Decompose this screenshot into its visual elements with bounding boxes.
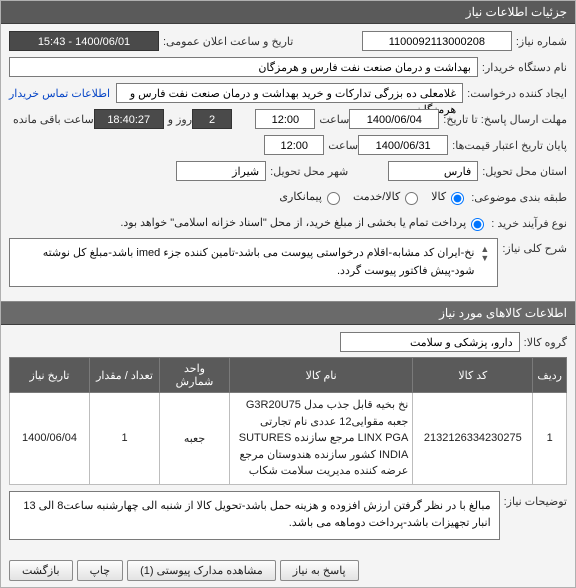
announce-label: تاریخ و ساعت اعلان عمومی: bbox=[163, 35, 293, 48]
class-contract-radio[interactable] bbox=[327, 192, 340, 205]
cell-qty: 1 bbox=[90, 393, 160, 485]
deadline-date: 1400/06/04 bbox=[349, 109, 439, 129]
group-label: گروه کالا: bbox=[524, 336, 567, 349]
items-section-header: اطلاعات کالاهای مورد نیاز bbox=[1, 301, 575, 325]
class-contract-option[interactable]: پیمانکاری bbox=[279, 189, 343, 205]
cell-unit: جعبه bbox=[160, 393, 230, 485]
buyer-value: بهداشت و درمان صنعت نفت فارس و هرمزگان bbox=[9, 57, 478, 77]
need-details-panel: جزئیات اطلاعات نیاز شماره نیاز: 11000921… bbox=[0, 0, 576, 588]
items-table: ردیف کد کالا نام کالا واحد شمارش تعداد /… bbox=[9, 357, 567, 485]
remain-tail-label: ساعت باقی مانده bbox=[13, 113, 94, 126]
valid-time: 12:00 bbox=[264, 135, 324, 155]
panel-title: جزئیات اطلاعات نیاز bbox=[466, 5, 567, 19]
col-date: تاریخ نیاز bbox=[10, 358, 90, 393]
table-row[interactable]: 1 2132126334230275 نخ بخیه قابل جذب مدل … bbox=[10, 393, 567, 485]
panel-header: جزئیات اطلاعات نیاز bbox=[1, 1, 575, 24]
buy-proc-note: پرداخت تمام یا بخشی از مبلغ خرید، از محل… bbox=[120, 217, 466, 229]
class-label: طبقه بندی موضوعی: bbox=[471, 191, 567, 204]
need-no-label: شماره نیاز: bbox=[516, 35, 567, 48]
class-goods-option[interactable]: کالا bbox=[431, 189, 467, 205]
buy-proc-option[interactable]: پرداخت تمام یا بخشی از مبلغ خرید، از محل… bbox=[120, 215, 487, 231]
back-button[interactable]: بازگشت bbox=[9, 560, 73, 581]
class-goods-label: کالا bbox=[431, 191, 446, 203]
deadline-time-label: ساعت bbox=[319, 113, 349, 126]
col-unit: واحد شمارش bbox=[160, 358, 230, 393]
class-goods-radio[interactable] bbox=[451, 192, 464, 205]
col-name: نام کالا bbox=[230, 358, 413, 393]
city-value: شیراز bbox=[176, 161, 266, 181]
buyer-label: نام دستگاه خریدار: bbox=[482, 61, 567, 74]
announce-value: 1400/06/01 - 15:43 bbox=[9, 31, 159, 51]
buyer-contact-link[interactable]: اطلاعات تماس خریدار bbox=[9, 87, 110, 100]
notes-label: توضیحات نیاز: bbox=[504, 491, 567, 508]
form-area: شماره نیاز: 1100092113000208 تاریخ و ساع… bbox=[1, 24, 575, 301]
cell-code: 2132126334230275 bbox=[413, 393, 533, 485]
desc-box: ▲ ▼ نخ-ایران کد مشابه-اقلام درخواستی پیو… bbox=[9, 238, 498, 287]
city-label: شهر محل تحویل: bbox=[270, 165, 348, 178]
valid-time-label: ساعت bbox=[328, 139, 358, 152]
need-no-value: 1100092113000208 bbox=[362, 31, 512, 51]
arrow-down-icon[interactable]: ▼ bbox=[480, 254, 489, 263]
state-value: فارس bbox=[388, 161, 478, 181]
days-remaining: 2 bbox=[192, 109, 232, 129]
cell-name: نخ بخیه قابل جذب مدل G3R20U75 جعبه مقوای… bbox=[230, 393, 413, 485]
group-value: دارو، پزشکی و سلامت bbox=[340, 332, 520, 352]
state-label: استان محل تحویل: bbox=[482, 165, 567, 178]
items-section-title: اطلاعات کالاهای مورد نیاز bbox=[439, 306, 567, 320]
time-remaining: 18:40:27 bbox=[94, 109, 164, 129]
class-contract-label: پیمانکاری bbox=[279, 191, 322, 203]
valid-label: پایان تاریخ اعتبار قیمت‌ها: bbox=[452, 139, 567, 152]
creator-label: ایجاد کننده درخواست: bbox=[467, 87, 567, 100]
notes-text: مبالغ با در نظر گرفتن ارزش افزوده و هزین… bbox=[18, 498, 491, 533]
reply-button[interactable]: پاسخ به نیاز bbox=[280, 560, 359, 581]
deadline-label: مهلت ارسال پاسخ: تا تاریخ: bbox=[443, 113, 567, 126]
move-icons[interactable]: ▲ ▼ bbox=[480, 245, 489, 263]
desc-label: شرح کلی نیاز: bbox=[502, 238, 567, 255]
buy-proc-radio[interactable] bbox=[471, 218, 484, 231]
col-row: ردیف bbox=[533, 358, 567, 393]
items-area: گروه کالا: دارو، پزشکی و سلامت ردیف کد ک… bbox=[1, 325, 575, 554]
attachments-button[interactable]: مشاهده مدارک پیوستی (1) bbox=[127, 560, 276, 581]
button-bar: پاسخ به نیاز مشاهده مدارک پیوستی (1) چاپ… bbox=[1, 554, 575, 587]
class-service-label: کالا/خدمت bbox=[353, 191, 400, 203]
buy-proc-label: نوع فرآیند خرید : bbox=[491, 217, 567, 230]
valid-date: 1400/06/31 bbox=[358, 135, 448, 155]
creator-value: غلامعلی ده بزرگی تدارکات و خرید بهداشت و… bbox=[116, 83, 463, 103]
class-service-option[interactable]: کالا/خدمت bbox=[353, 189, 421, 205]
notes-box: مبالغ با در نظر گرفتن ارزش افزوده و هزین… bbox=[9, 491, 500, 540]
col-code: کد کالا bbox=[413, 358, 533, 393]
day-and-label: روز و bbox=[168, 113, 192, 126]
print-button[interactable]: چاپ bbox=[77, 560, 124, 581]
class-service-radio[interactable] bbox=[405, 192, 418, 205]
cell-date: 1400/06/04 bbox=[10, 393, 90, 485]
col-qty: تعداد / مقدار bbox=[90, 358, 160, 393]
cell-row: 1 bbox=[533, 393, 567, 485]
deadline-time: 12:00 bbox=[255, 109, 315, 129]
desc-text: نخ-ایران کد مشابه-اقلام درخواستی پیوست م… bbox=[18, 245, 474, 280]
